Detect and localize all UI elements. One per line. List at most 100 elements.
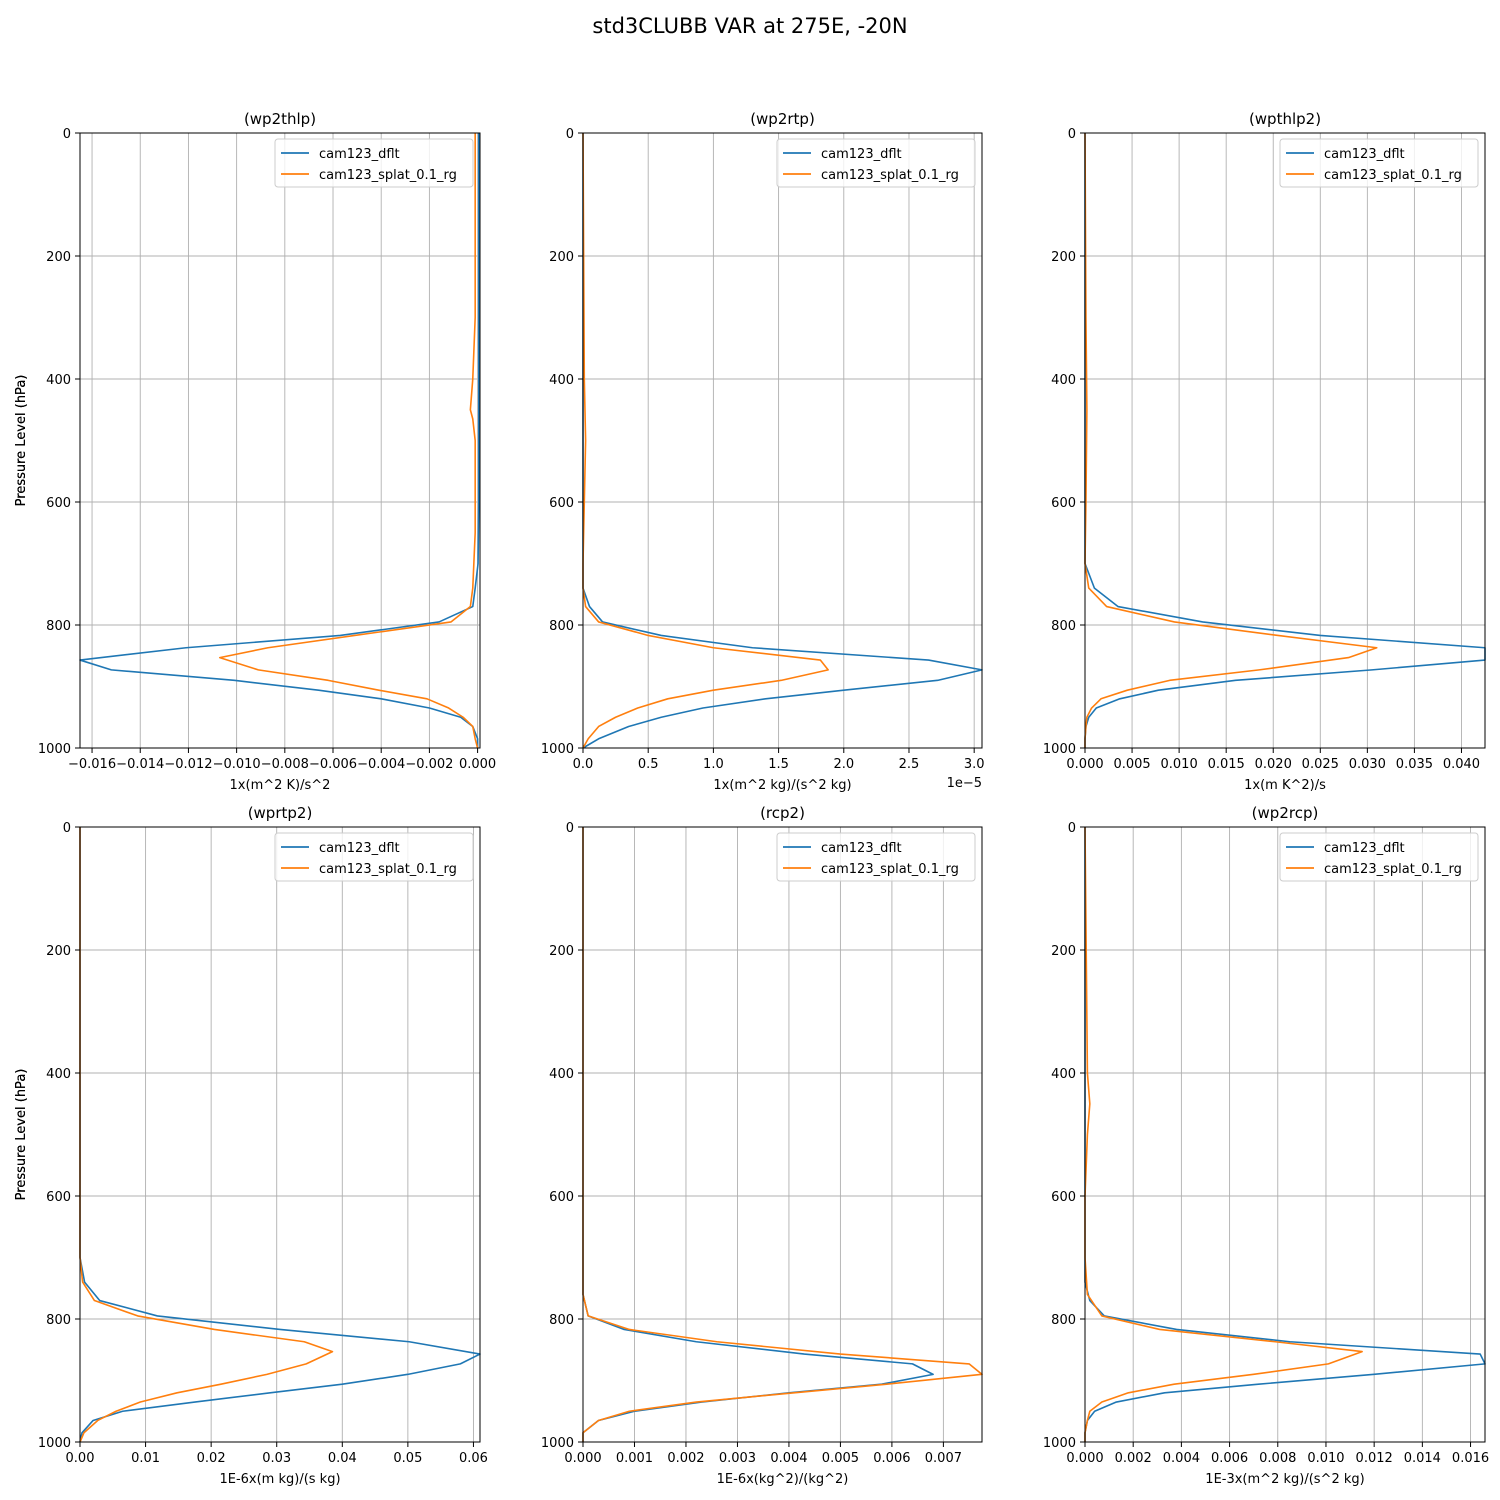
x-tick-label: 0.008 [1259,1451,1296,1466]
x-tick-label: −0.004 [357,757,405,772]
legend-label: cam123_dflt [1324,841,1405,856]
y-tick-label: 1000 [541,742,574,757]
x-tick-label: 0.010 [1161,757,1198,772]
x-tick-label: −0.010 [213,757,261,772]
y-tick-label: 800 [46,1313,71,1328]
subplot-1: −0.016 −0.014 −0.012 −0.010 −0.008 −0.006 −0.0… [14,110,496,793]
subplot-title: (wp2thlp) [244,110,316,128]
x-tick-label: 0.00 [66,1451,95,1466]
y-tick-label: 200 [1051,250,1076,265]
y-axis-label: Pressure Level (hPa) [14,375,29,507]
legend-box [274,138,474,188]
x-tick-label: 0.000 [1066,1451,1103,1466]
y-tick-label: 800 [549,1313,574,1328]
axes-frame [79,826,481,1443]
legend-label: cam123_splat_0.1_rg [1324,168,1462,183]
series-line-splat [582,132,829,749]
x-tick-label: 0.000 [1066,757,1103,772]
axes-frame [1084,826,1486,1443]
x-tick-label: 0.007 [925,1451,962,1466]
x-offset-text: 1e−5 [947,776,982,791]
y-tick-label: 400 [46,373,71,388]
y-tick-label: 600 [549,1190,574,1205]
x-tick-label: 0.035 [1396,757,1433,772]
subplot-2: 0.0 0.5 1.0 1.5 2.0 2.5 3.0 0 200 400 600 800 1000 (w… [14,110,985,793]
subplot-5: 0.000 0.001 0.002 0.003 0.004 0.005 0.006 0.007… [14,804,983,1487]
x-tick-label: 0.010 [1307,1451,1344,1466]
legend-box [776,138,976,188]
y-axis-label: Pressure Level (hPa) [14,375,29,507]
x-tick-label: 0.014 [1404,1451,1441,1466]
y-tick-label: 0 [63,821,71,836]
series-line-splat [218,133,479,749]
series-line-dflt [1084,133,1486,748]
x-tick-label: 0.040 [1443,757,1480,772]
subplot-6: 0.000 0.002 0.004 0.006 0.008 0.010 0.012 0.014… [14,804,1489,1487]
x-tick-label: 0.0 [573,757,594,772]
legend-box [274,832,474,882]
x-tick-label: 0.025 [1302,757,1339,772]
x-tick-label: 0.012 [1356,1451,1393,1466]
y-tick-label: 200 [549,250,574,265]
y-tick-label: 600 [46,496,71,511]
y-tick-label: 400 [549,1067,574,1082]
legend: cam123_dflt cam123_splat_0.1_rg [776,832,976,882]
legend-label: cam123_splat_0.1_rg [821,168,959,183]
y-axis-label: Pressure Level (hPa) [14,375,29,507]
legend-label: cam123_splat_0.1_rg [821,862,959,877]
legend: cam123_dflt cam123_splat_0.1_rg [274,138,474,188]
y-tick-label: 400 [1051,1067,1076,1082]
x-tick-label: 0.01 [131,1451,160,1466]
subplot-title: (rcp2) [760,804,805,822]
axes-frame [79,132,481,749]
series-line-dflt [79,133,480,748]
y-tick-label: 0 [566,127,574,142]
x-tick-label: −0.008 [261,757,309,772]
series-line-dflt [79,827,481,1443]
series-line-dflt [1084,827,1486,1442]
x-tick-label: 0.05 [393,1451,422,1466]
x-tick-label: 0.5 [638,757,659,772]
x-axis-label: 1x(m^2 K)/s^2 [230,778,331,793]
y-tick-label: 800 [1051,1313,1076,1328]
legend-label: cam123_splat_0.1_rg [319,168,457,183]
legend-box [1279,138,1479,188]
y-tick-label: 200 [46,250,71,265]
x-tick-label: 0.04 [328,1451,357,1466]
legend: cam123_dflt cam123_splat_0.1_rg [274,832,474,882]
y-tick-label: 1000 [541,1436,574,1451]
y-tick-label: 600 [1051,496,1076,511]
y-tick-label: 600 [1051,1190,1076,1205]
x-tick-label: −0.006 [309,757,357,772]
y-tick-label: 0 [1068,127,1076,142]
x-tick-label: 0.006 [873,1451,910,1466]
y-tick-label: 600 [549,496,574,511]
x-tick-label: 2.0 [833,757,854,772]
y-tick-label: 1000 [1043,1436,1076,1451]
x-axis-label: 1E-6x(m kg)/(s kg) [219,1472,340,1487]
legend-label: cam123_dflt [1324,147,1405,162]
legend-label: cam123_splat_0.1_rg [1324,862,1462,877]
axes-frame [582,132,983,749]
x-tick-label: 3.0 [964,757,985,772]
y-tick-label: 0 [566,821,574,836]
x-tick-label: 1.0 [703,757,724,772]
y-tick-label: 800 [1051,619,1076,634]
x-tick-label: −0.016 [68,757,116,772]
subplot-title: (wpthlp2) [1249,110,1321,128]
x-tick-label: 0.003 [719,1451,756,1466]
y-axis-label: Pressure Level (hPa) [14,1069,29,1201]
axes-frame [582,826,983,1443]
y-tick-label: 200 [46,944,71,959]
legend-label: cam123_dflt [821,841,902,856]
x-tick-label: 0.020 [1255,757,1292,772]
y-tick-label: 200 [1051,944,1076,959]
x-tick-label: 0.030 [1349,757,1386,772]
y-tick-label: 0 [63,127,71,142]
x-tick-label: 0.004 [1163,1451,1200,1466]
x-axis-label: 1x(m^2 kg)/(s^2 kg) [713,778,851,793]
subplot-3: 0.000 0.005 0.010 0.015 0.020 0.025 0.030 0.035… [14,110,1486,793]
subplot-title: (wp2rcp) [1252,804,1319,822]
x-tick-label: −0.012 [164,757,212,772]
